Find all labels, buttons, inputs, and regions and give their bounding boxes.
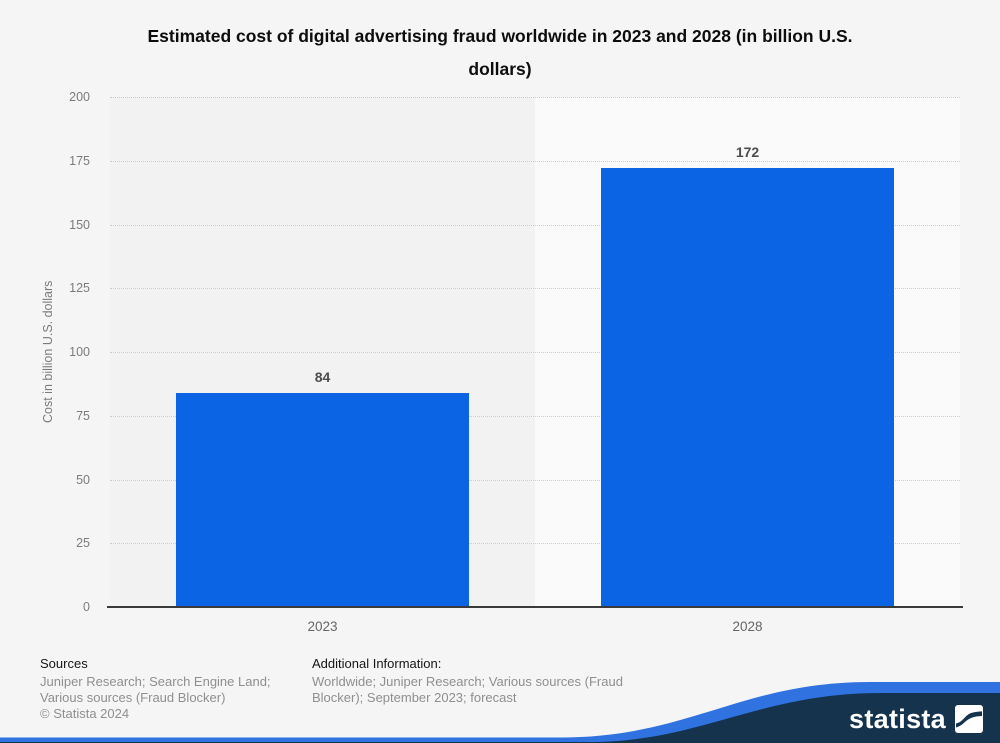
y-tick-label: 125 [69, 281, 90, 296]
additional-info-text: Worldwide; Juniper Research; Various sou… [312, 674, 623, 705]
chart-title-text: Estimated cost of digital advertising fr… [147, 26, 853, 79]
statista-logo: statista [849, 705, 983, 733]
bar-value-label: 84 [314, 368, 331, 385]
statista-logo-text: statista [849, 704, 946, 734]
x-tick-label: 2028 [732, 619, 763, 634]
y-tick-label: 200 [69, 90, 90, 104]
bar-2028 [601, 168, 894, 607]
bar-value-label: 172 [735, 144, 760, 161]
sources-heading: Sources [40, 656, 88, 671]
x-tick-label: 2023 [307, 619, 338, 634]
gridline [110, 288, 960, 290]
y-tick-label: 0 [83, 600, 90, 614]
statista-logo-mark-icon [955, 705, 983, 733]
y-tick-label: 75 [76, 408, 90, 423]
y-tick-label: 100 [69, 345, 90, 359]
gridline [110, 415, 960, 417]
additional-info-block: Additional Information: Worldwide; Junip… [312, 656, 674, 706]
plot-area: 0 25 50 75 100 125 150 175 200 84 2023 172 2028 [69, 90, 963, 634]
gridline [110, 479, 960, 481]
gridline [110, 97, 960, 98]
sources-text: Juniper Research; Search Engine Land; Va… [40, 674, 271, 705]
wave-navy-band [0, 693, 1000, 743]
copyright-text: © Statista 2024 [40, 706, 130, 721]
gridline [110, 352, 960, 353]
y-tick-label: 175 [69, 153, 90, 168]
chart-title: Estimated cost of digital advertising fr… [0, 20, 1000, 86]
gridline [110, 224, 960, 226]
additional-info-heading: Additional Information: [312, 656, 442, 671]
bar-2023 [176, 392, 469, 607]
y-tick-label: 25 [76, 536, 90, 551]
gridline [110, 543, 960, 545]
gridline [110, 160, 960, 162]
sources-block: Sources Juniper Research; Search Engine … [40, 656, 312, 722]
statista-footer-wave [0, 682, 1000, 743]
y-tick-label: 150 [69, 217, 90, 232]
y-tick-label: 50 [76, 472, 90, 487]
x-axis-line [107, 606, 963, 608]
